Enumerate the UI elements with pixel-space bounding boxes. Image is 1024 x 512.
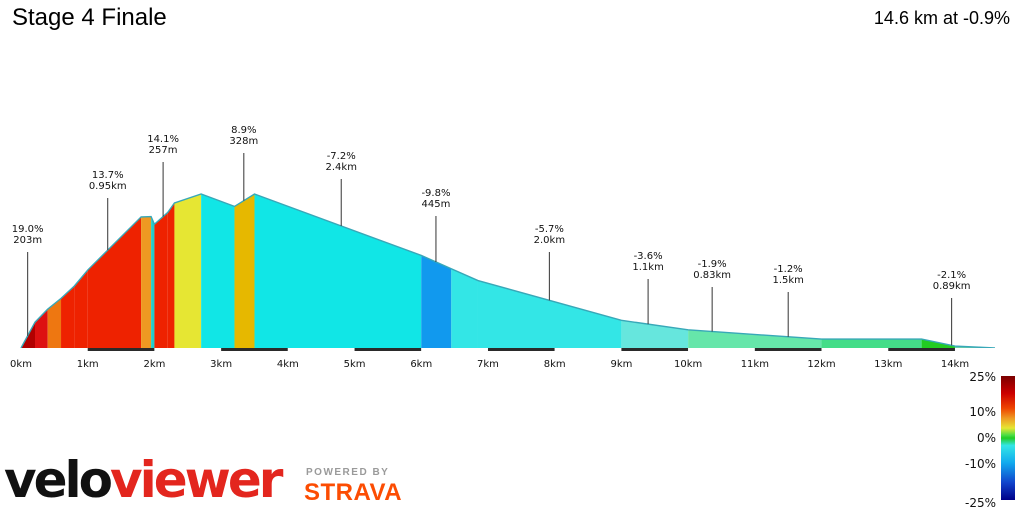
profile-segment — [47, 298, 62, 348]
profile-segment — [35, 309, 48, 348]
profile-segment — [154, 212, 168, 348]
annotation-length: 203m — [13, 235, 42, 246]
profile-segment — [688, 329, 822, 348]
profile-segment — [151, 216, 155, 348]
annotation-length: 0.83km — [693, 270, 731, 281]
profile-segment — [254, 194, 422, 348]
route-summary: 14.6 km at -0.9% — [873, 8, 1010, 28]
annotation-grade: -1.9% — [698, 259, 727, 270]
legend-tick-label: -25% — [965, 496, 996, 510]
annotation-grade: -7.2% — [327, 151, 356, 162]
legend-tick-label: 10% — [969, 405, 996, 419]
annotation-grade: -1.2% — [774, 264, 803, 275]
km-band — [87, 348, 155, 351]
annotation-length: 1.5km — [772, 275, 803, 286]
logo-velo: velo — [4, 451, 113, 509]
x-tick-label: 14km — [941, 359, 969, 370]
profile-segment — [621, 320, 689, 348]
profile-segment — [174, 194, 202, 348]
profile-segment — [87, 216, 142, 348]
km-band — [154, 348, 222, 351]
profile-segment — [451, 268, 478, 348]
strava-logo[interactable]: STRAVA — [304, 479, 403, 506]
x-tick-label: 7km — [477, 359, 499, 370]
annotation-length: 328m — [229, 136, 258, 147]
x-axis: 0km 1km 2km 3km 4km 5km 6km 7km 8km 9km 10km 11km 12… — [10, 348, 995, 370]
x-tick-label: 9km — [610, 359, 632, 370]
annotation-grade: -9.8% — [421, 188, 450, 199]
profile-outline — [20, 193, 996, 349]
km-band — [821, 348, 889, 351]
profile-segment — [821, 339, 922, 348]
x-tick-label: 11km — [741, 359, 769, 370]
profile-segment — [201, 194, 235, 348]
annotation-grade: -5.7% — [535, 224, 564, 235]
x-tick-label: 12km — [807, 359, 835, 370]
km-band — [354, 348, 422, 351]
km-band — [421, 348, 488, 351]
annotation-length: 445m — [422, 199, 451, 210]
km-band — [554, 348, 622, 351]
annotation-length: 1.1km — [632, 262, 663, 273]
annotation-grade: -2.1% — [937, 270, 966, 281]
annotation-length: 0.89km — [933, 281, 971, 292]
annotation-grade: 8.9% — [231, 125, 256, 136]
x-tick-label: 4km — [277, 359, 299, 370]
km-band — [754, 348, 822, 351]
km-band — [21, 348, 88, 351]
km-band — [221, 348, 288, 351]
powered-by-label: POWERED BY — [306, 467, 390, 478]
legend-tick-label: 25% — [969, 370, 996, 384]
legend-colorbar — [1001, 376, 1015, 500]
x-tick-label: 0km — [10, 359, 32, 370]
gradient-legend[interactable]: 25% 10% 0% -10% -25% — [965, 370, 1015, 510]
x-tick-label: 5km — [344, 359, 366, 370]
profile-segment — [61, 285, 75, 348]
page-title: Stage 4 Finale — [12, 4, 167, 31]
profile-segment — [141, 216, 152, 348]
km-band — [487, 348, 555, 351]
km-band — [954, 348, 995, 351]
x-tick-label: 1km — [77, 359, 99, 370]
x-tick-label: 3km — [210, 359, 232, 370]
gradient-annotations: 19.0%203m 13.7%0.95km 14.1%257m 8.9%328m -7.… — [12, 125, 971, 346]
km-band — [888, 348, 955, 351]
veloviewer-logo[interactable]: veloviewer — [4, 451, 283, 509]
x-tick-label: 8km — [544, 359, 566, 370]
profile-segment — [74, 270, 88, 348]
profile-segment — [167, 202, 175, 348]
x-tick-label: 6km — [410, 359, 432, 370]
annotation-length: 2.0km — [534, 235, 565, 246]
annotation-length: 2.4km — [326, 162, 357, 173]
annotation-length: 257m — [149, 145, 178, 156]
km-band — [688, 348, 755, 351]
km-band — [621, 348, 689, 351]
profile-segment — [477, 280, 622, 348]
annotation-grade: 13.7% — [92, 170, 124, 181]
profile-segments — [21, 194, 995, 348]
profile-segment — [234, 194, 255, 348]
annotation-grade: 14.1% — [147, 134, 179, 145]
x-tick-label: 10km — [674, 359, 702, 370]
profile-segment — [421, 255, 452, 348]
km-band — [287, 348, 355, 351]
x-tick-label: 2km — [143, 359, 165, 370]
x-tick-label: 13km — [874, 359, 902, 370]
annotation-grade: 19.0% — [12, 224, 44, 235]
annotation-length: 0.95km — [89, 181, 127, 192]
annotation-grade: -3.6% — [634, 251, 663, 262]
logo-viewer: viewer — [110, 451, 283, 509]
legend-tick-label: -10% — [965, 457, 996, 471]
legend-tick-label: 0% — [977, 431, 996, 445]
